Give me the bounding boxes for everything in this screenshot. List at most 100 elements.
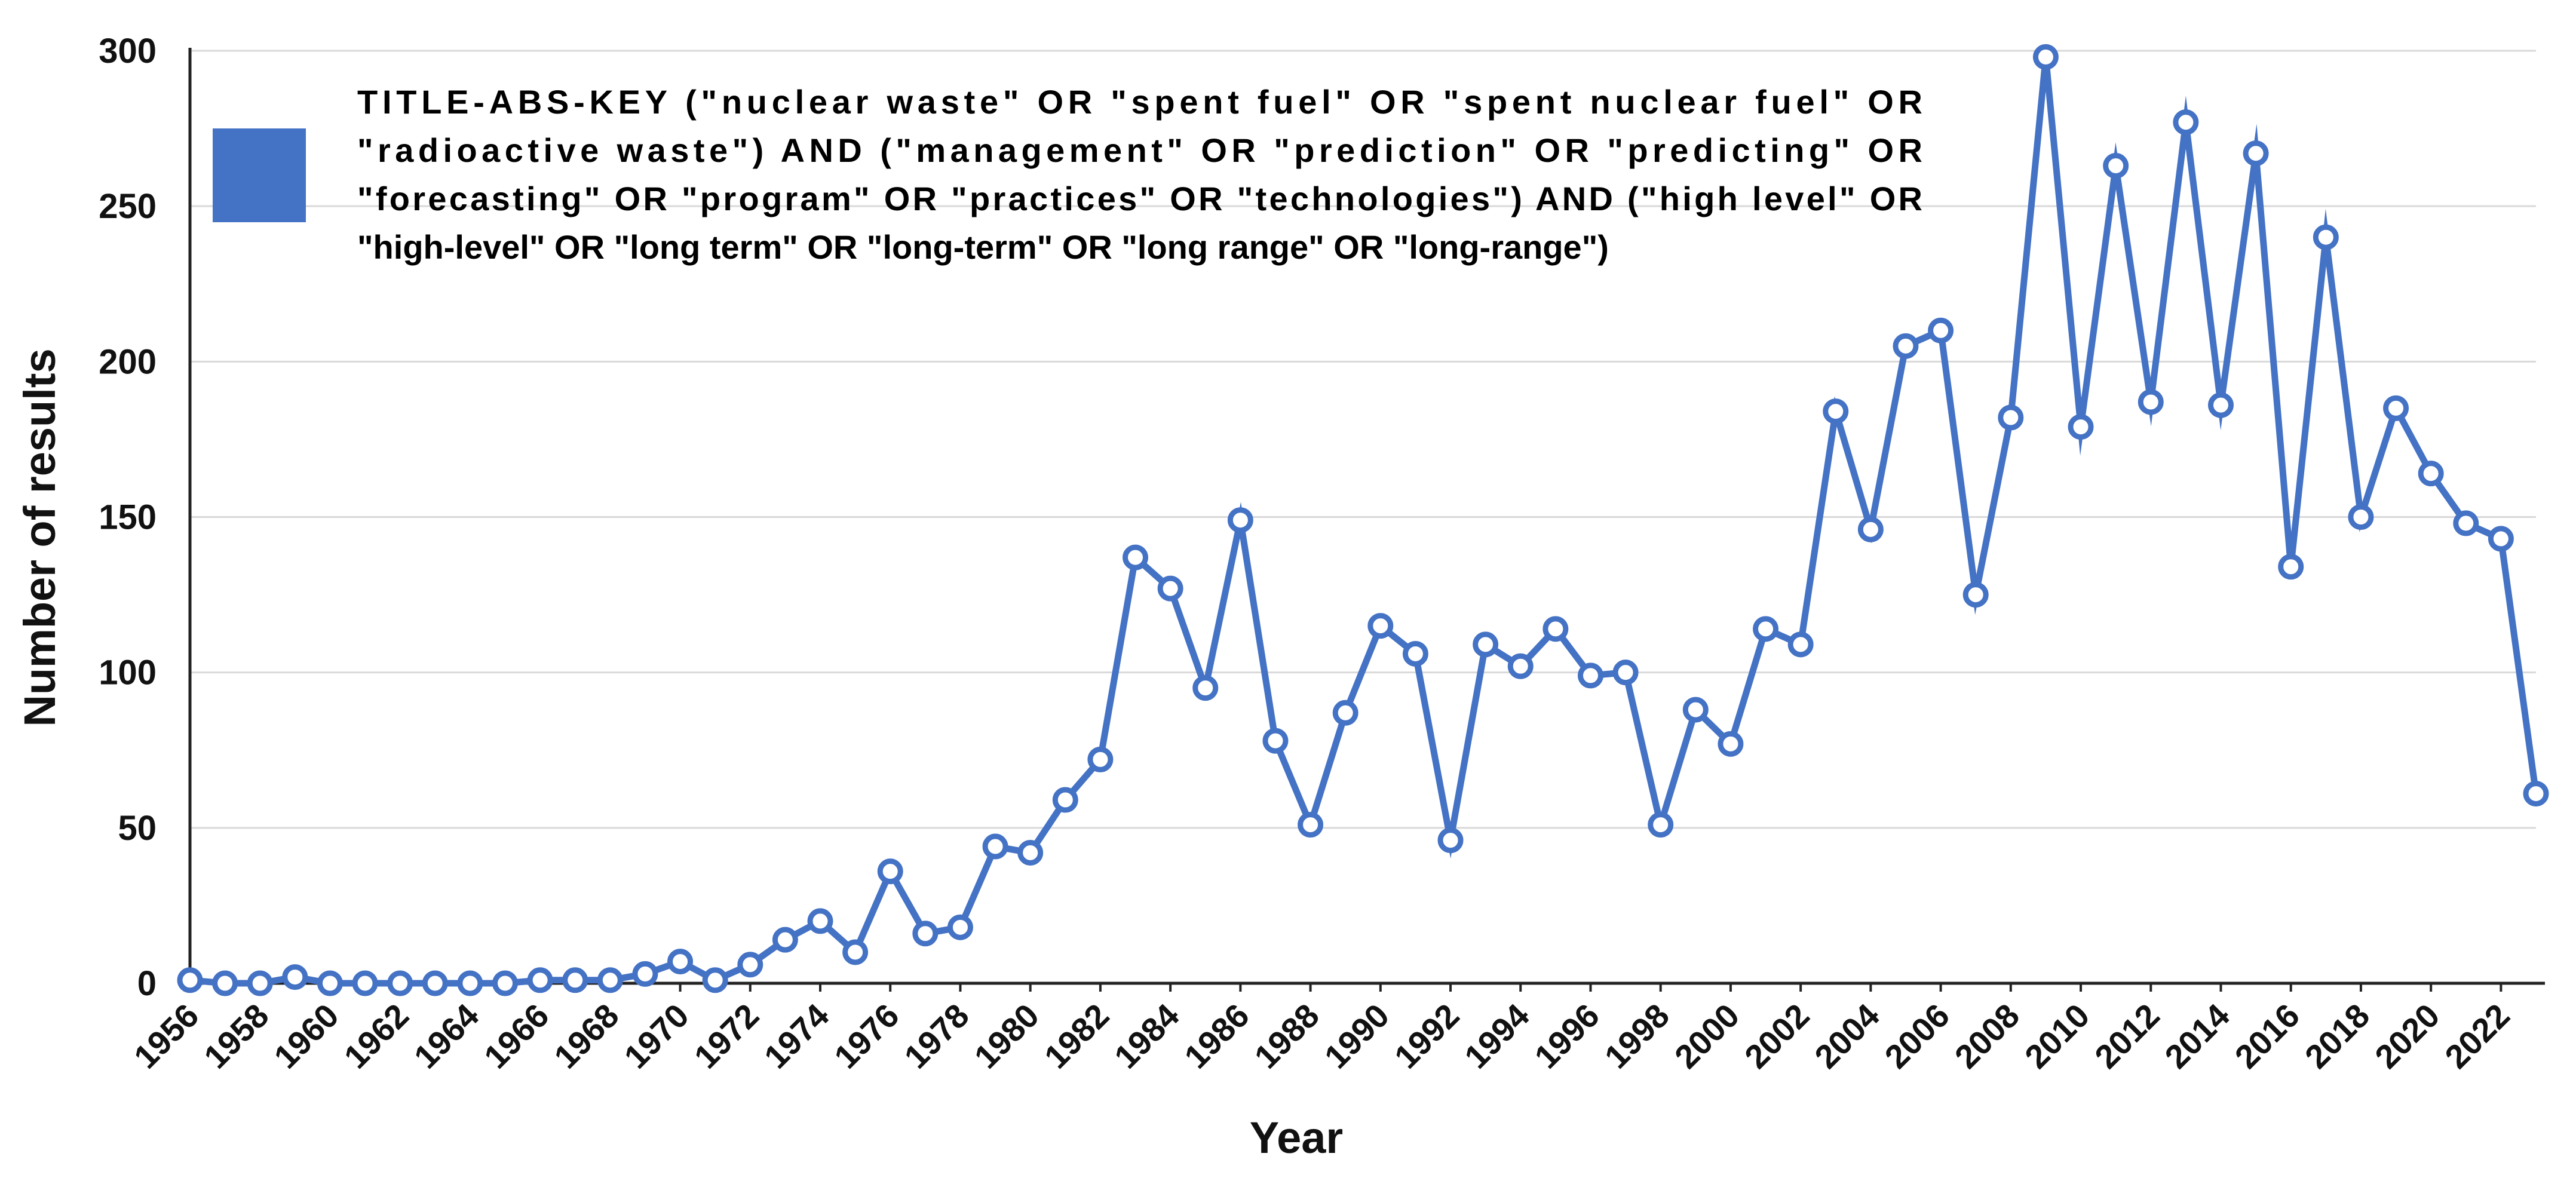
data-point — [772, 927, 798, 953]
data-point — [1823, 398, 1849, 425]
x-tick-label: 1968 — [547, 996, 626, 1076]
data-point — [667, 949, 694, 975]
data-point — [1192, 675, 1219, 701]
x-tick-label: 1970 — [617, 996, 696, 1076]
data-point — [1298, 812, 1324, 838]
y-tick-label: 200 — [99, 342, 157, 381]
x-tick-label: 1974 — [757, 996, 836, 1076]
data-point — [842, 939, 869, 965]
x-tick-label: 1972 — [687, 996, 766, 1076]
x-tick-label: 1980 — [967, 996, 1047, 1076]
data-point — [1507, 653, 1534, 679]
y-tick-label: 100 — [99, 654, 157, 692]
x-axis-label: Year — [1250, 1113, 1343, 1162]
data-point — [2032, 44, 2059, 70]
x-tick-label: 1966 — [477, 996, 556, 1076]
data-point — [632, 961, 658, 987]
x-tick-label: 2002 — [1737, 996, 1817, 1076]
data-point — [1332, 700, 1358, 726]
data-point — [492, 970, 519, 996]
data-point — [422, 970, 448, 996]
data-point — [177, 967, 203, 993]
x-tick-label: 2022 — [2437, 996, 2517, 1076]
x-tick-label: 1988 — [1247, 996, 1326, 1076]
x-tick-label: 2006 — [1877, 996, 1956, 1076]
data-point — [1893, 333, 1919, 359]
x-tick-label: 1992 — [1387, 996, 1467, 1076]
x-tick-label: 1990 — [1317, 996, 1397, 1076]
legend-line-1: TITLE-ABS-KEY ("nuclear waste" OR "spent… — [357, 83, 1922, 121]
data-point — [1017, 839, 1044, 866]
legend-line-4: "high-level" OR "long term" OR "long-ter… — [357, 228, 1609, 266]
data-point — [1227, 507, 1253, 533]
data-point — [1052, 787, 1078, 813]
x-tick-label: 2016 — [2228, 996, 2307, 1076]
data-point — [1962, 582, 1989, 608]
data-point — [2103, 153, 2129, 179]
data-point — [1998, 404, 2024, 431]
data-point — [562, 967, 588, 993]
x-tick-label: 1998 — [1597, 996, 1677, 1076]
data-point — [282, 964, 308, 990]
x-tick-label: 1960 — [266, 996, 346, 1076]
data-point — [2068, 414, 2094, 440]
data-point — [1157, 575, 1183, 602]
x-tick-label: 1978 — [897, 996, 976, 1076]
x-tick-label: 1958 — [197, 996, 276, 1076]
data-point — [2313, 224, 2339, 250]
y-axis-ticks: 0 50 100 150 200 250 300 — [99, 32, 157, 1003]
data-point — [2488, 526, 2514, 552]
data-point — [2138, 389, 2164, 415]
data-point — [2523, 781, 2549, 807]
grid-lines — [190, 50, 2536, 829]
data-point — [1542, 616, 1569, 642]
x-axis-ticks: 1956195819601962196419661968197019721974… — [127, 983, 2517, 1076]
y-tick-label: 150 — [99, 498, 157, 537]
x-tick-label: 1984 — [1107, 996, 1186, 1076]
x-tick-label: 2004 — [1807, 996, 1887, 1076]
data-point — [1787, 631, 1814, 658]
x-tick-label: 2014 — [2157, 996, 2237, 1076]
data-point — [2173, 109, 2199, 136]
data-point — [2383, 395, 2409, 421]
data-point — [1753, 616, 1779, 642]
data-point — [212, 970, 238, 996]
data-point — [2243, 140, 2269, 167]
data-point — [1612, 659, 1639, 686]
data-point — [1577, 662, 1603, 689]
data-point — [527, 967, 553, 993]
data-point — [1682, 697, 1709, 723]
data-point — [2418, 461, 2444, 487]
data-series — [177, 44, 2549, 996]
y-tick-label: 50 — [118, 809, 157, 848]
legend: TITLE-ABS-KEY ("nuclear waste" OR "spent… — [213, 83, 1922, 266]
data-point — [2278, 554, 2304, 580]
data-point — [1402, 640, 1428, 667]
x-tick-label: 2008 — [1948, 996, 2027, 1076]
y-tick-label: 300 — [99, 32, 157, 70]
data-point — [737, 952, 763, 978]
x-tick-label: 2020 — [2368, 996, 2447, 1076]
data-point — [912, 921, 939, 947]
data-point — [807, 908, 833, 934]
data-point — [1123, 544, 1149, 570]
data-point — [247, 970, 273, 996]
x-tick-label: 2010 — [2017, 996, 2097, 1076]
data-point — [352, 970, 378, 996]
data-point — [947, 914, 973, 940]
data-point — [1857, 516, 1884, 542]
x-tick-label: 1962 — [337, 996, 416, 1076]
y-tick-label: 250 — [99, 187, 157, 226]
data-point — [2207, 392, 2234, 418]
x-tick-label: 1996 — [1527, 996, 1606, 1076]
data-point — [1367, 613, 1394, 639]
x-tick-label: 1982 — [1037, 996, 1117, 1076]
data-point — [2348, 504, 2374, 530]
data-point — [317, 970, 343, 996]
data-point — [1087, 746, 1114, 772]
x-tick-label: 1994 — [1457, 996, 1537, 1076]
data-point — [2453, 510, 2479, 536]
data-point — [1437, 827, 1464, 854]
x-tick-label: 1964 — [407, 996, 486, 1076]
